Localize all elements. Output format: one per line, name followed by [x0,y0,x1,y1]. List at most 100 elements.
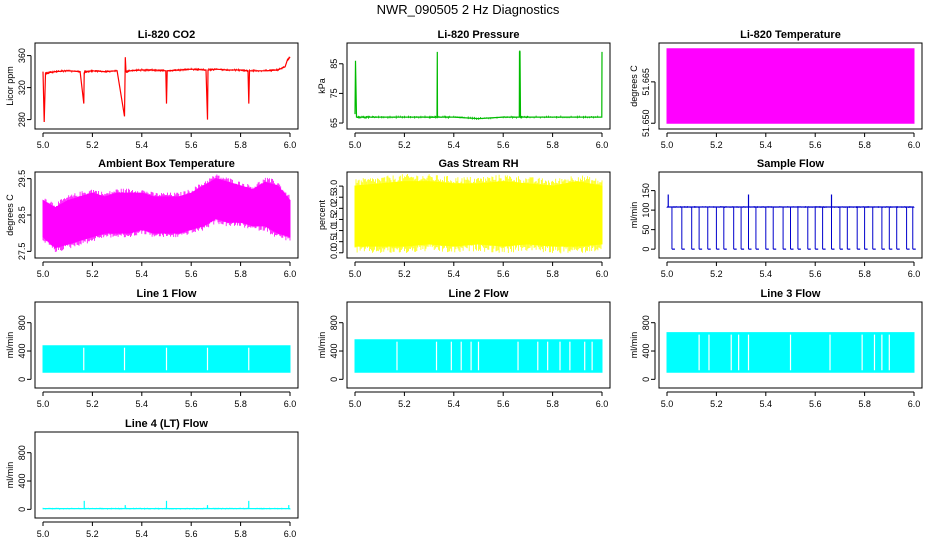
y-tick-label: 27.5 [17,243,27,261]
data-layer [42,345,291,373]
y-tick-label: 0 [17,507,27,512]
data-series-line [42,56,291,123]
x-tick-label: 5.2 [710,269,723,279]
x-axis: 5.0 5.2 5.4 5.6 5.8 6.0 [661,261,921,279]
data-layer [42,174,291,252]
x-tick-label: 5.4 [136,399,149,409]
panel-title: Sample Flow [757,158,825,170]
panel-5: Gas Stream RH percent 5.0 5.2 5.4 5.6 5.8 6.0 0.… [317,158,611,279]
data-layer [42,56,291,123]
x-tick-label: 6.0 [284,529,297,539]
y-tick-label: 1.0 [329,224,339,237]
data-noise [354,174,603,254]
x-tick-label: 5.2 [398,140,411,150]
y-axis-label: degrees C [629,65,639,107]
x-tick-label: 5.0 [37,529,50,539]
y-axis: 65 75 85 [329,59,344,128]
x-tick-label: 5.6 [809,399,822,409]
plot-frame [34,431,299,519]
x-tick-label: 5.4 [448,140,461,150]
x-tick-label: 5.6 [497,399,510,409]
x-axis: 5.0 5.2 5.4 5.6 5.8 6.0 [661,132,920,150]
x-axis: 5.0 5.2 5.4 5.6 5.8 6.0 [661,391,920,409]
x-tick-label: 5.2 [398,269,411,279]
y-tick-label: 400 [17,344,27,359]
data-noise [45,56,291,75]
plot-frame [34,301,299,389]
x-tick-label: 5.8 [234,529,247,539]
y-tick-label: 320 [17,80,27,95]
y-axis: 0 400 800 [641,315,656,382]
x-tick-label: 5.0 [661,140,674,150]
x-tick-label: 5.8 [546,269,559,279]
y-tick-label: 0.0 [329,247,339,260]
y-tick-label: 50 [641,225,651,235]
y-tick-label: 2.5 [329,191,339,204]
data-noise [42,174,291,252]
x-tick-label: 5.4 [136,269,149,279]
panel-7: Line 1 Flow ml/min 5.0 5.2 5.4 5.6 5.8 6.0 0 400 8… [5,288,299,409]
x-tick-label: 5.0 [37,140,50,150]
panel-title: Gas Stream RH [438,158,518,170]
x-tick-label: 5.2 [86,399,99,409]
x-tick-label: 5.4 [136,529,149,539]
data-layer [666,194,916,250]
x-axis: 5.0 5.2 5.4 5.6 5.8 6.0 [349,261,608,279]
data-noise [666,206,915,208]
x-tick-label: 5.6 [185,140,198,150]
y-tick-label: 800 [329,315,339,330]
y-tick-label: 0 [17,377,27,382]
x-tick-label: 5.2 [710,140,723,150]
y-axis: 0 400 800 [329,315,344,382]
y-tick-label: 150 [641,183,651,198]
panel-6: Sample Flow ml/min 5.0 5.2 5.4 5.6 5.8 6.0 0 50 10… [629,158,923,279]
x-tick-label: 5.8 [546,399,559,409]
y-tick-label: 400 [641,344,651,359]
y-axis: 280 320 360 [17,48,32,127]
x-tick-label: 5.0 [661,269,674,279]
panel-title: Line 4 (LT) Flow [125,418,208,430]
x-tick-label: 5.0 [349,269,362,279]
y-axis-label: kPa [317,78,327,94]
y-axis: 0.00.51.01.52.02.53.0 [329,180,344,260]
y-axis-label: ml/min [5,462,15,489]
x-tick-label: 5.0 [349,140,362,150]
x-tick-label: 5.8 [546,140,559,150]
x-tick-label: 6.0 [908,269,921,279]
x-tick-label: 5.8 [234,269,247,279]
panel-title: Li-820 Pressure [438,29,520,41]
y-tick-label: 2.0 [329,202,339,215]
y-tick-label: 75 [329,88,339,98]
x-tick-label: 5.6 [809,269,822,279]
plot-frame [658,42,923,130]
x-tick-label: 5.2 [86,529,99,539]
data-layer [42,500,291,510]
y-tick-label: 400 [17,474,27,489]
x-tick-label: 5.6 [497,269,510,279]
x-tick-label: 6.0 [284,399,297,409]
plot-frame [346,301,611,389]
x-tick-label: 5.6 [809,140,822,150]
x-tick-label: 5.4 [448,399,461,409]
plot-frame [346,42,611,130]
x-tick-label: 6.0 [284,269,297,279]
y-axis: 0 400 800 [17,315,32,382]
y-tick-label: 65 [329,118,339,128]
x-tick-label: 5.0 [349,399,362,409]
panel-title: Li-820 CO2 [138,29,195,41]
panel-title: Li-820 Temperature [740,29,841,41]
y-axis-label: degrees C [5,194,15,236]
y-axis-label: ml/min [629,202,639,229]
y-axis-label: Licor ppm [5,66,15,106]
panel-9: Line 3 Flow ml/min 5.0 5.2 5.4 5.6 5.8 6.0 0 400 8… [629,288,923,409]
panel-title: Line 2 Flow [449,288,509,300]
x-axis: 5.0 5.2 5.4 5.6 5.8 6.0 [37,132,296,150]
y-axis: 0 400 800 [17,445,32,512]
figure-title: NWR_090505 2 Hz Diagnostics [376,2,560,17]
x-axis: 5.0 5.2 5.4 5.6 5.8 6.0 [349,391,608,409]
y-axis: 51.650 51.665 [641,68,656,137]
y-axis-label: percent [317,199,327,230]
y-axis: 0 50 100 150 [641,183,656,252]
